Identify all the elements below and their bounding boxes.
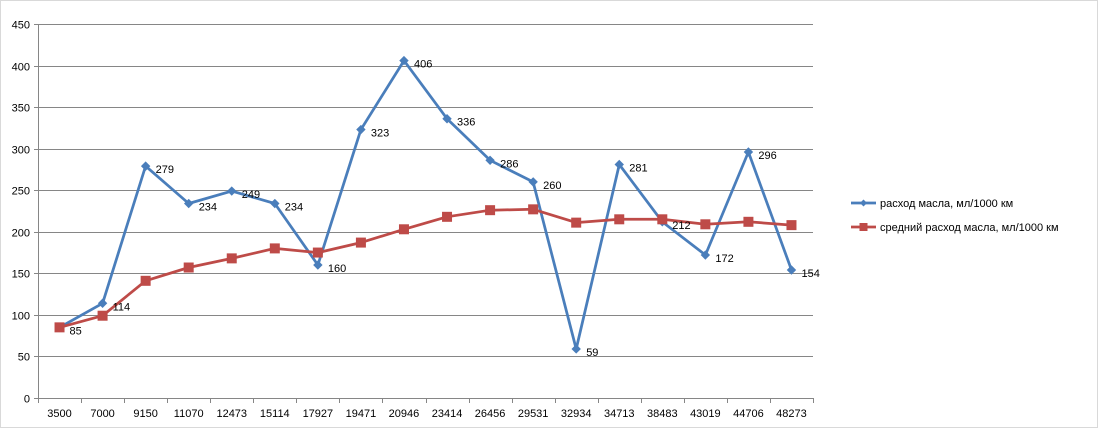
data-point [398,224,409,235]
legend-swatch-marker [860,199,867,207]
series-line [58,59,793,351]
data-label: 234 [199,202,217,214]
data-label: 281 [629,162,647,174]
data-label: 406 [414,59,432,71]
x-tick-label: 44706 [733,408,764,420]
data-label: 154 [801,268,819,280]
legend-label: средний расход масла, мл/1000 км [880,222,1059,234]
y-tick-label: 350 [12,103,30,115]
y-tick-label: 50 [18,352,30,364]
x-tick-label: 32934 [561,408,592,420]
data-point [657,214,668,225]
data-point [571,217,582,228]
data-point [140,275,151,286]
data-point [270,198,280,209]
y-tick-label: 0 [24,394,30,406]
x-tick-label: 12473 [216,408,247,420]
data-label: 323 [371,128,389,140]
y-tick-label: 150 [12,269,30,281]
x-tick-label: 43019 [690,408,721,420]
data-point [528,177,538,187]
data-point [614,159,624,170]
y-tick-label: 450 [12,20,30,32]
data-point [140,161,151,171]
data-point [786,265,797,275]
data-point [54,322,65,333]
data-point [442,211,453,222]
x-tick-label: 15114 [260,408,290,420]
data-point [97,298,108,308]
data-point [97,310,108,321]
data-point [442,114,452,124]
data-point [700,250,711,260]
y-tick-label: 200 [12,228,30,240]
y-tick-label: 250 [12,186,30,198]
data-label: 260 [543,180,561,192]
x-tick-label: 11070 [174,408,204,420]
data-point [485,205,496,216]
data-point [786,220,797,231]
data-point [227,186,237,196]
x-tick-label: 17927 [303,408,334,420]
data-label: 114 [113,301,131,313]
y-tick-label: 400 [12,62,30,74]
series-line [59,207,792,329]
x-tick-label: 3500 [47,408,71,420]
data-point [312,247,323,258]
data-point [700,219,711,230]
x-tick-label: 34713 [604,408,635,420]
series-group [54,55,797,354]
data-label: 286 [500,158,518,170]
data-point [355,237,366,248]
legend-swatch-marker [859,223,868,231]
data-point [183,262,194,273]
data-label: 234 [285,202,303,214]
y-tick-label: 100 [12,311,30,323]
data-label: 249 [242,189,260,201]
data-point [269,243,280,254]
x-tick-label: 26456 [475,408,506,420]
data-point [226,253,237,264]
x-tick-label: 7000 [90,408,114,420]
data-point [743,147,754,157]
legend: расход масла, мл/1000 км средний расход м… [851,198,1059,234]
x-tick-label: 23414 [432,408,463,420]
data-point [571,344,581,354]
x-tick-label: 29531 [518,408,549,420]
data-label: 85 [70,325,82,337]
data-label: 160 [328,263,346,275]
data-point [614,214,625,225]
data-label: 336 [457,117,475,129]
legend-label: расход масла, мл/1000 км [880,198,1013,210]
data-label: 59 [586,347,598,359]
x-tick-label: 48273 [776,408,807,420]
data-point [183,198,194,209]
data-label: 172 [715,253,733,265]
x-tick-label: 20946 [389,408,420,420]
data-point [399,55,409,66]
gridlines [38,24,813,357]
x-tick-label: 38483 [647,408,678,420]
data-point [743,216,754,227]
data-labels: 85 114 279 234 249 234 160 323 406 336 286 260 59 281… [70,59,820,359]
x-tick-label: 9150 [133,408,157,420]
data-point [528,204,539,215]
data-label: 296 [758,150,776,162]
x-tick-label: 19471 [346,408,377,420]
data-point [313,260,323,270]
data-point [356,124,366,135]
y-tick-label: 300 [12,145,30,157]
data-label: 212 [672,220,690,232]
axes: 0 50 100 150 200 250 300 350 400 450 3500 7000 9150 1… [12,20,814,420]
data-label: 279 [156,164,174,176]
data-point [485,155,495,166]
